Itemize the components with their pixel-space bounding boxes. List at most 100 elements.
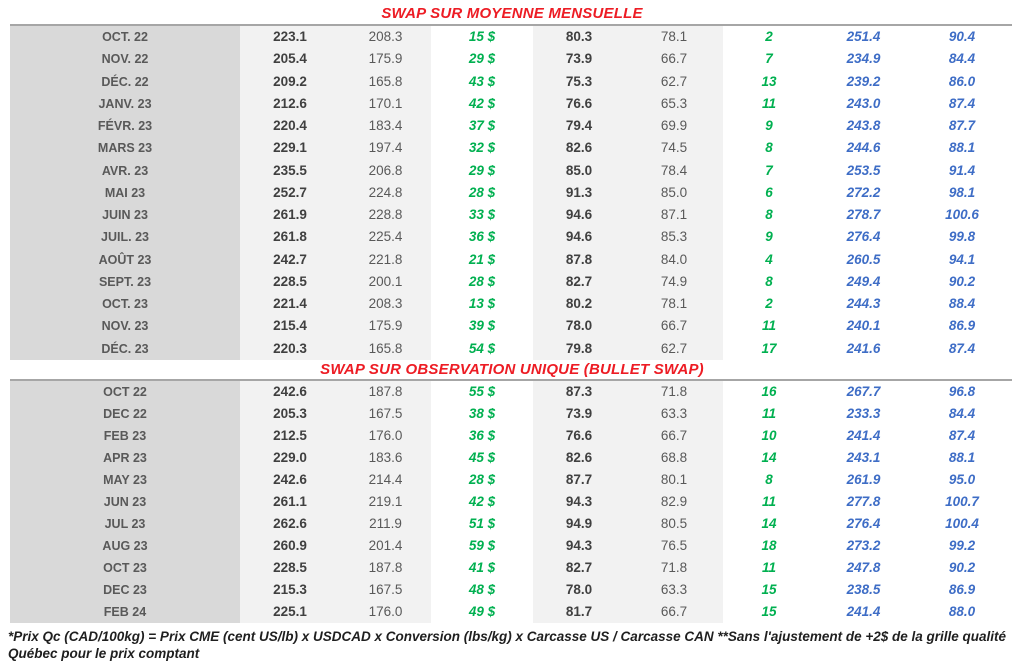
projection-cell: 88.4 xyxy=(912,293,1012,316)
value-cell: 252.7 xyxy=(240,181,340,204)
gain-cell: 42 $ xyxy=(431,92,533,115)
projection-cell: 233.3 xyxy=(815,402,912,425)
projection-cell: 90.2 xyxy=(912,270,1012,293)
projection-cell: 88.1 xyxy=(912,137,1012,160)
value-cell: 84.0 xyxy=(625,248,723,271)
gain-cell: 4 xyxy=(723,248,815,271)
value-cell: 242.6 xyxy=(240,468,340,491)
month-cell: MAI 23 xyxy=(10,181,240,204)
projection-cell: 249.4 xyxy=(815,270,912,293)
value-cell: 80.2 xyxy=(533,293,625,316)
value-cell: 242.6 xyxy=(240,380,340,403)
value-cell: 201.4 xyxy=(340,534,431,557)
value-cell: 165.8 xyxy=(340,70,431,93)
month-cell: FEB 24 xyxy=(10,600,240,623)
value-cell: 66.7 xyxy=(625,600,723,623)
value-cell: 205.4 xyxy=(240,48,340,71)
value-cell: 175.9 xyxy=(340,48,431,71)
month-cell: AUG 23 xyxy=(10,534,240,557)
gain-cell: 36 $ xyxy=(431,424,533,447)
gain-cell: 8 xyxy=(723,270,815,293)
value-cell: 76.6 xyxy=(533,424,625,447)
value-cell: 69.9 xyxy=(625,115,723,138)
value-cell: 225.1 xyxy=(240,600,340,623)
gain-cell: 6 xyxy=(723,181,815,204)
projection-cell: 241.4 xyxy=(815,600,912,623)
gain-cell: 45 $ xyxy=(431,446,533,469)
gain-cell: 28 $ xyxy=(431,270,533,293)
value-cell: 80.1 xyxy=(625,468,723,491)
projection-cell: 241.4 xyxy=(815,424,912,447)
projection-cell: 278.7 xyxy=(815,204,912,227)
projection-cell: 238.5 xyxy=(815,578,912,601)
month-cell: OCT. 23 xyxy=(10,293,240,316)
gain-cell: 11 xyxy=(723,92,815,115)
value-cell: 76.5 xyxy=(625,534,723,557)
projection-cell: 90.2 xyxy=(912,556,1012,579)
projection-cell: 272.2 xyxy=(815,181,912,204)
gain-cell: 7 xyxy=(723,48,815,71)
month-cell: DEC 23 xyxy=(10,578,240,601)
projection-cell: 100.4 xyxy=(912,512,1012,535)
value-cell: 215.3 xyxy=(240,578,340,601)
value-cell: 261.9 xyxy=(240,204,340,227)
value-cell: 183.4 xyxy=(340,115,431,138)
month-cell: AOÛT 23 xyxy=(10,248,240,271)
projection-cell: 243.8 xyxy=(815,115,912,138)
month-cell: OCT 23 xyxy=(10,556,240,579)
projection-cell: 95.0 xyxy=(912,468,1012,491)
value-cell: 206.8 xyxy=(340,159,431,182)
value-cell: 76.6 xyxy=(533,92,625,115)
footnote-line-2: Québec pour le prix comptant xyxy=(8,645,200,661)
value-cell: 167.5 xyxy=(340,578,431,601)
value-cell: 187.8 xyxy=(340,556,431,579)
value-cell: 170.1 xyxy=(340,92,431,115)
value-cell: 228.5 xyxy=(240,270,340,293)
value-cell: 82.9 xyxy=(625,490,723,513)
gain-cell: 29 $ xyxy=(431,159,533,182)
value-cell: 85.0 xyxy=(625,181,723,204)
projection-cell: 84.4 xyxy=(912,48,1012,71)
projection-cell: 251.4 xyxy=(815,26,912,49)
gain-cell: 11 xyxy=(723,490,815,513)
projection-cell: 239.2 xyxy=(815,70,912,93)
gain-cell: 10 xyxy=(723,424,815,447)
value-cell: 66.7 xyxy=(625,424,723,447)
month-cell: DÉC. 23 xyxy=(10,337,240,360)
value-cell: 68.8 xyxy=(625,446,723,469)
gain-cell: 13 xyxy=(723,70,815,93)
value-cell: 165.8 xyxy=(340,337,431,360)
value-cell: 225.4 xyxy=(340,226,431,249)
footnote: *Prix Qc (CAD/100kg) = Prix CME (cent US… xyxy=(8,628,1016,662)
month-cell: FEB 23 xyxy=(10,424,240,447)
value-cell: 221.4 xyxy=(240,293,340,316)
footnote-line-1: *Prix Qc (CAD/100kg) = Prix CME (cent US… xyxy=(8,628,1007,644)
value-cell: 235.5 xyxy=(240,159,340,182)
value-cell: 205.3 xyxy=(240,402,340,425)
projection-cell: 100.6 xyxy=(912,204,1012,227)
value-cell: 229.1 xyxy=(240,137,340,160)
projection-cell: 260.5 xyxy=(815,248,912,271)
projection-cell: 276.4 xyxy=(815,226,912,249)
value-cell: 79.4 xyxy=(533,115,625,138)
month-cell: NOV. 23 xyxy=(10,315,240,338)
value-cell: 78.0 xyxy=(533,578,625,601)
gain-cell: 2 xyxy=(723,26,815,49)
projection-cell: 91.4 xyxy=(912,159,1012,182)
value-cell: 82.7 xyxy=(533,556,625,579)
value-cell: 212.6 xyxy=(240,92,340,115)
month-cell: DÉC. 22 xyxy=(10,70,240,93)
value-cell: 87.8 xyxy=(533,248,625,271)
value-cell: 66.7 xyxy=(625,315,723,338)
value-cell: 208.3 xyxy=(340,26,431,49)
value-cell: 183.6 xyxy=(340,446,431,469)
value-cell: 82.7 xyxy=(533,270,625,293)
gain-cell: 36 $ xyxy=(431,226,533,249)
gain-cell: 29 $ xyxy=(431,48,533,71)
month-cell: DEC 22 xyxy=(10,402,240,425)
value-cell: 228.8 xyxy=(340,204,431,227)
projection-cell: 277.8 xyxy=(815,490,912,513)
value-cell: 78.1 xyxy=(625,293,723,316)
projection-cell: 96.8 xyxy=(912,380,1012,403)
